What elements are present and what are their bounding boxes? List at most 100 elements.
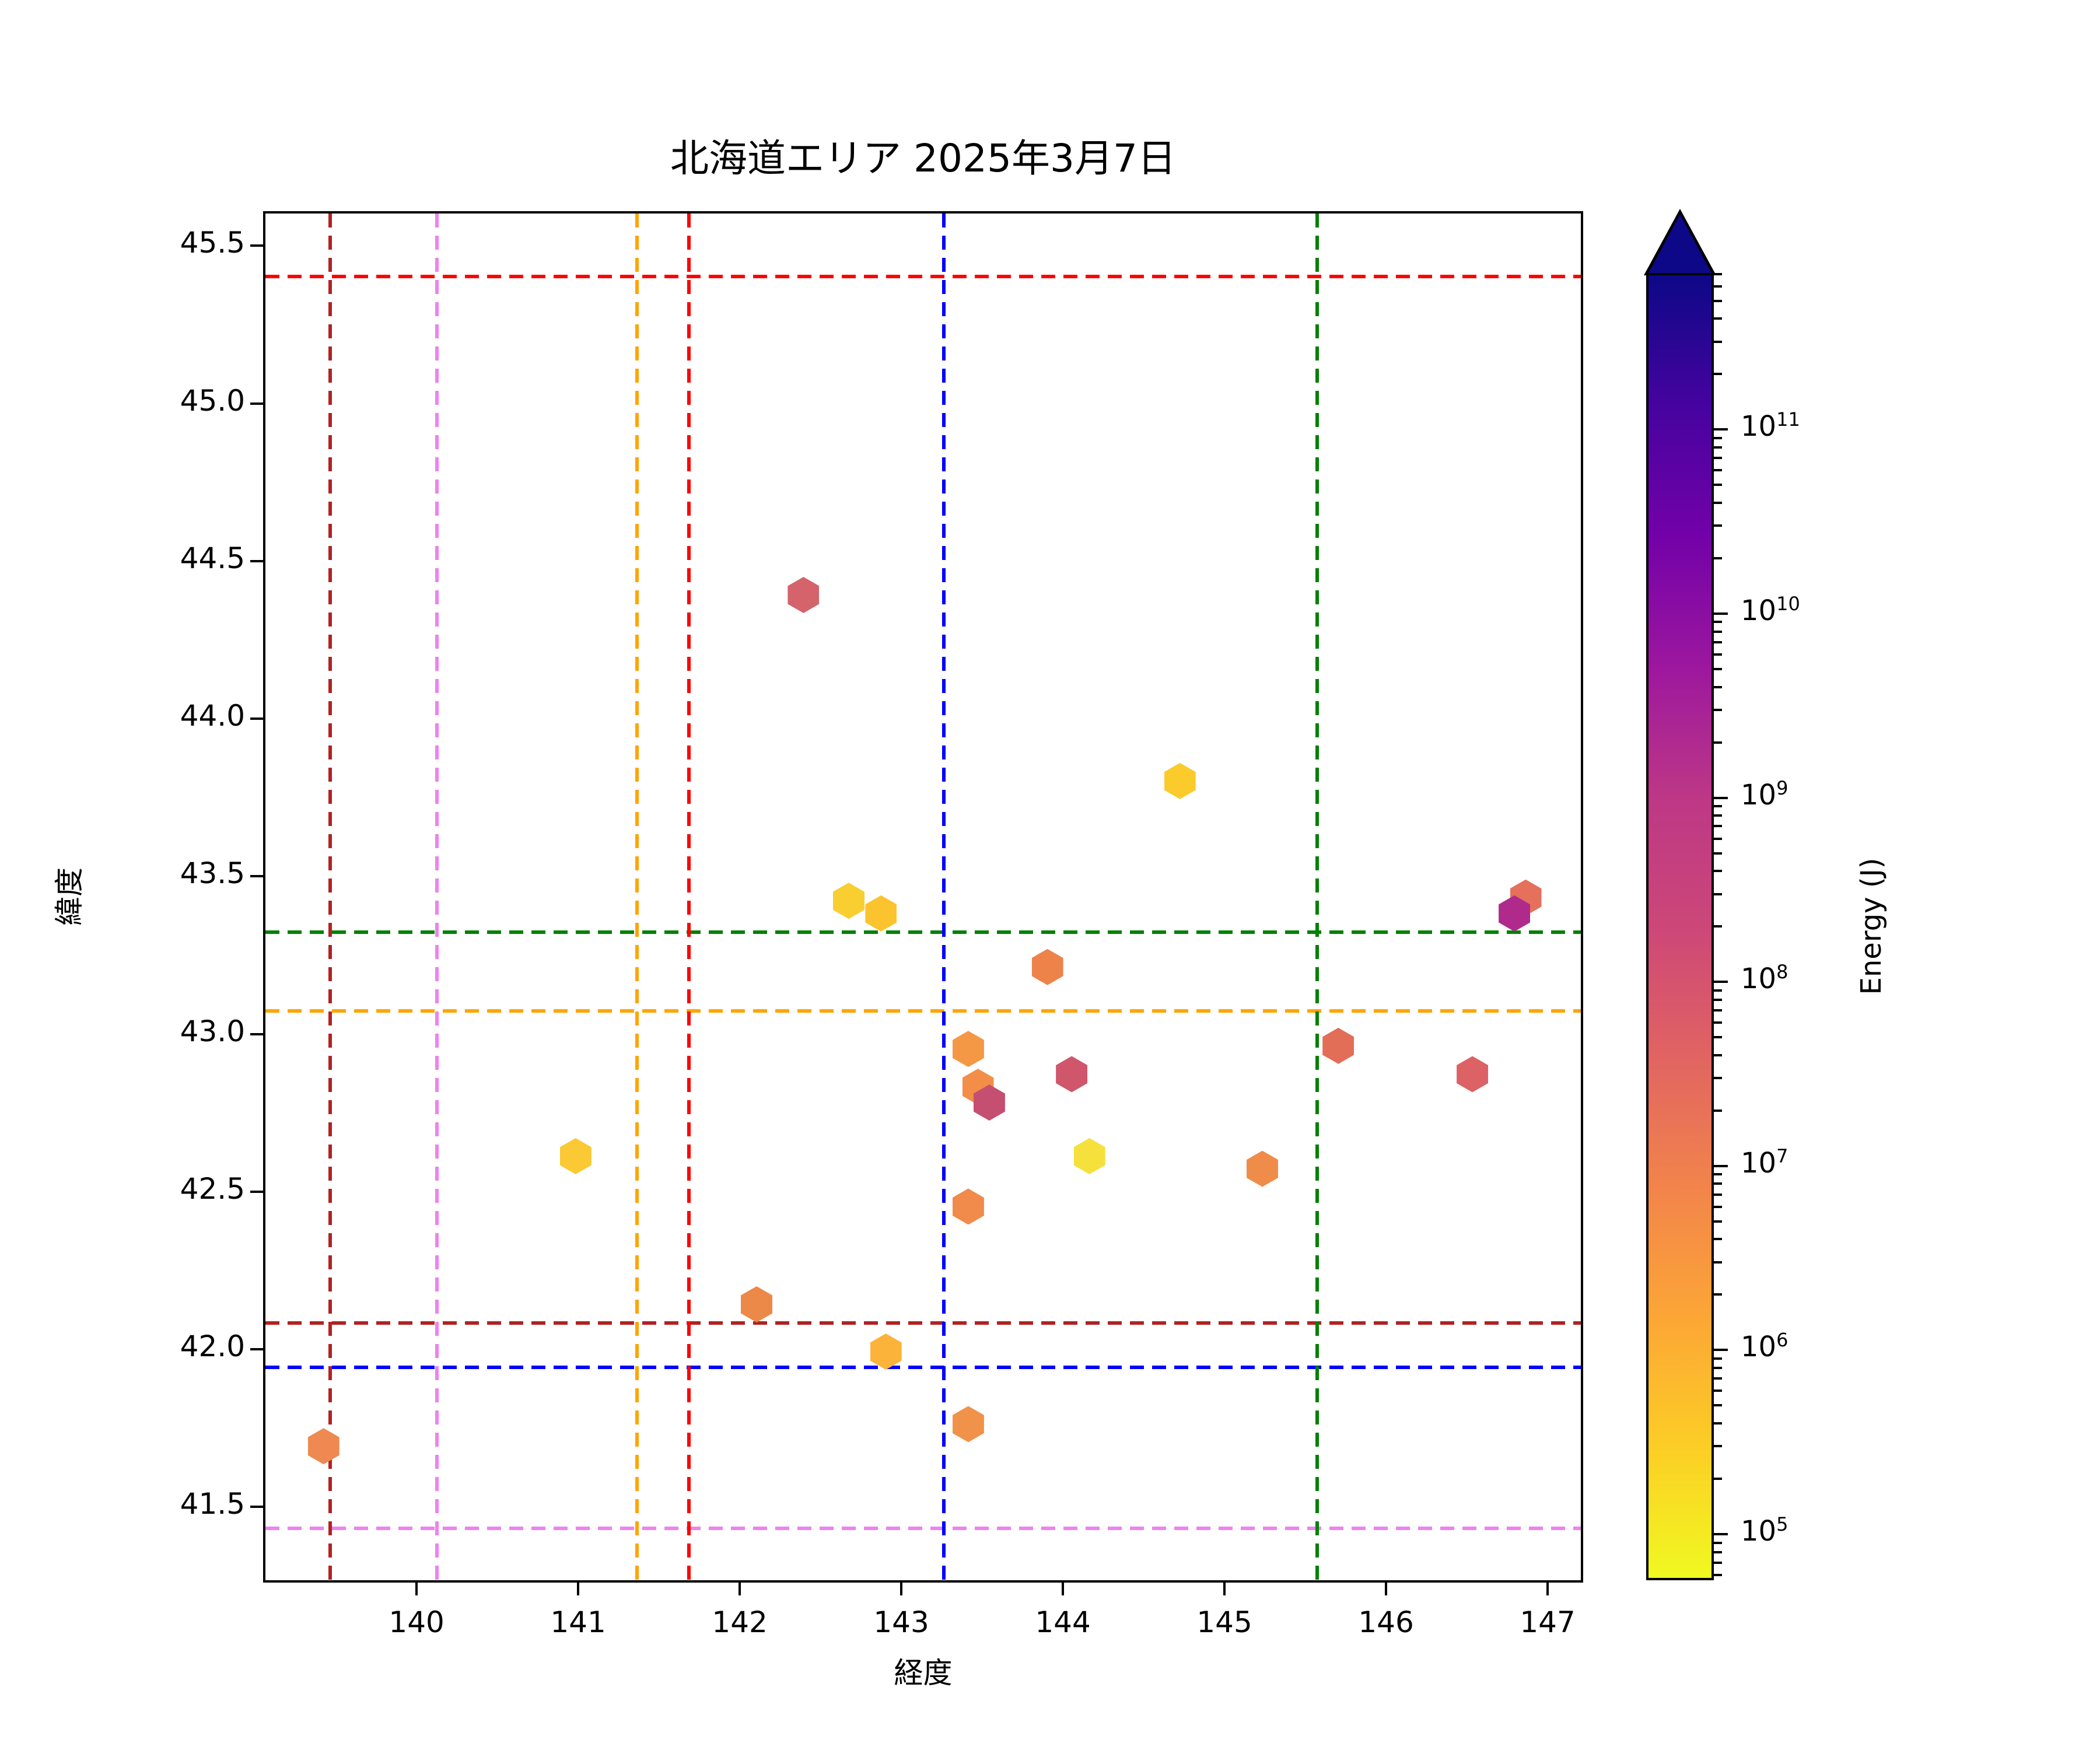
colorbar-tick-exponent: 7 (1776, 1144, 1788, 1167)
colorbar-minor-tick (1714, 446, 1722, 449)
colorbar-minor-tick (1714, 630, 1722, 633)
x-axis-tick (1546, 1583, 1549, 1595)
colorbar-minor-tick (1714, 1377, 1722, 1380)
colorbar-minor-tick (1714, 708, 1722, 711)
h-dashed-line-red (265, 275, 1581, 279)
x-tick-label: 141 (550, 1605, 606, 1639)
colorbar-tick-exponent: 9 (1776, 776, 1788, 799)
y-tick-label: 42.0 (180, 1329, 245, 1364)
colorbar-label: Energy (J) (1855, 858, 1888, 995)
colorbar-minor-tick (1714, 1261, 1722, 1264)
y-axis-tick (250, 1506, 263, 1508)
colorbar-minor-tick (1714, 667, 1722, 670)
colorbar-minor-tick (1714, 1238, 1722, 1241)
y-axis-tick (250, 402, 263, 405)
x-axis-tick (415, 1583, 418, 1595)
colorbar-minor-tick (1714, 1193, 1722, 1196)
colorbar-minor-tick (1714, 556, 1722, 559)
colorbar-minor-tick (1714, 501, 1722, 504)
colorbar-minor-tick (1714, 837, 1722, 840)
colorbar-tick-label: 107 (1741, 1144, 1788, 1180)
colorbar-minor-tick (1714, 870, 1722, 873)
colorbar-minor-tick (1714, 825, 1722, 828)
colorbar-tick-label: 109 (1741, 776, 1788, 811)
colorbar-minor-tick (1714, 272, 1722, 275)
colorbar-tick-label: 106 (1741, 1329, 1788, 1364)
colorbar-minor-tick (1714, 457, 1722, 460)
colorbar-extend-arrow (1647, 214, 1713, 275)
colorbar-minor-tick (1714, 852, 1722, 855)
y-tick-label: 42.5 (180, 1171, 245, 1206)
h-dashed-line-violet (265, 1526, 1581, 1530)
colorbar-minor-tick (1714, 340, 1722, 343)
colorbar-minor-tick (1714, 317, 1722, 320)
y-tick-label: 41.5 (180, 1487, 245, 1521)
colorbar-minor-tick (1714, 1182, 1722, 1185)
colorbar-minor-tick (1714, 1009, 1722, 1012)
x-axis-label: 経度 (894, 1656, 953, 1690)
x-axis-tick (738, 1583, 741, 1595)
colorbar-tick-label: 108 (1741, 961, 1788, 996)
colorbar-minor-tick (1714, 1574, 1722, 1577)
colorbar-minor-tick (1714, 1077, 1722, 1080)
colorbar-minor-tick (1714, 892, 1722, 895)
colorbar-tick-exponent: 8 (1776, 961, 1788, 984)
data-point-hexagon (952, 1188, 984, 1225)
colorbar-minor-tick (1714, 621, 1722, 624)
x-tick-label: 147 (1520, 1605, 1576, 1639)
v-dashed-line-red (687, 214, 691, 1580)
colorbar-minor-tick (1714, 1445, 1722, 1448)
y-tick-label: 45.5 (180, 226, 245, 260)
colorbar-major-tick (1714, 796, 1728, 799)
v-dashed-line-orange (635, 214, 639, 1580)
h-dashed-line-green (265, 930, 1581, 935)
v-dashed-line-blue (942, 214, 946, 1580)
data-point-hexagon (973, 1084, 1005, 1121)
data-point-hexagon (1056, 1056, 1088, 1093)
x-axis-tick (1385, 1583, 1388, 1595)
colorbar-minor-tick (1714, 1293, 1722, 1296)
colorbar-tick-label: 1011 (1741, 408, 1800, 443)
chart-title: 北海道エリア 2025年3月7日 (670, 136, 1176, 181)
colorbar-minor-tick (1714, 373, 1722, 376)
y-tick-label: 44.5 (180, 541, 245, 575)
data-point-hexagon (865, 895, 897, 932)
y-tick-label: 44.0 (180, 699, 245, 733)
colorbar-major-tick (1714, 1349, 1728, 1352)
colorbar-minor-tick (1714, 1404, 1722, 1407)
colorbar-minor-tick (1714, 1390, 1722, 1392)
colorbar-tick-label: 105 (1741, 1513, 1788, 1548)
data-point-hexagon (1247, 1150, 1279, 1187)
h-dashed-line-blue (265, 1366, 1581, 1370)
data-point-hexagon (1164, 762, 1196, 799)
x-tick-label: 142 (712, 1605, 768, 1639)
v-dashed-line-green (1315, 214, 1320, 1580)
colorbar-tick-exponent: 11 (1776, 408, 1800, 431)
h-dashed-line-darkred (265, 1321, 1581, 1325)
colorbar-minor-tick (1714, 1036, 1722, 1039)
data-point-hexagon (952, 1406, 984, 1443)
data-point-hexagon (788, 576, 820, 613)
v-dashed-line-darkred (328, 214, 332, 1580)
data-point-hexagon (741, 1286, 773, 1322)
data-point-hexagon (1031, 949, 1063, 985)
colorbar-minor-tick (1714, 1550, 1722, 1553)
data-point-hexagon (307, 1428, 340, 1465)
x-axis-tick (577, 1583, 580, 1595)
colorbar-tick-exponent: 5 (1776, 1513, 1788, 1536)
data-point-hexagon (870, 1334, 902, 1370)
colorbar-minor-tick (1714, 814, 1722, 817)
colorbar-minor-tick (1714, 469, 1722, 472)
colorbar-tick-exponent: 6 (1776, 1329, 1788, 1352)
colorbar-minor-tick (1714, 1109, 1722, 1112)
colorbar-minor-tick (1714, 1541, 1722, 1544)
colorbar-tick-exponent: 10 (1776, 592, 1800, 615)
colorbar-minor-tick (1714, 484, 1722, 487)
colorbar-major-tick (1714, 1164, 1728, 1167)
data-point-hexagon (952, 1031, 984, 1068)
colorbar-minor-tick (1714, 1561, 1722, 1564)
colorbar-minor-tick (1714, 1220, 1722, 1223)
h-dashed-line-orange (265, 1009, 1581, 1013)
colorbar-minor-tick (1714, 804, 1722, 807)
